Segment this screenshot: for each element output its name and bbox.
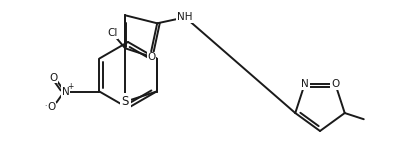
Text: O: O (331, 79, 339, 89)
Text: Cl: Cl (107, 28, 118, 38)
Text: N: N (301, 79, 309, 89)
Text: O: O (47, 103, 55, 113)
Text: O: O (49, 72, 57, 82)
Text: ⁻: ⁻ (45, 103, 49, 112)
Text: O: O (147, 52, 155, 62)
Text: N: N (61, 87, 69, 97)
Text: S: S (122, 95, 129, 108)
Text: NH: NH (177, 12, 193, 22)
Text: +: + (67, 82, 74, 91)
